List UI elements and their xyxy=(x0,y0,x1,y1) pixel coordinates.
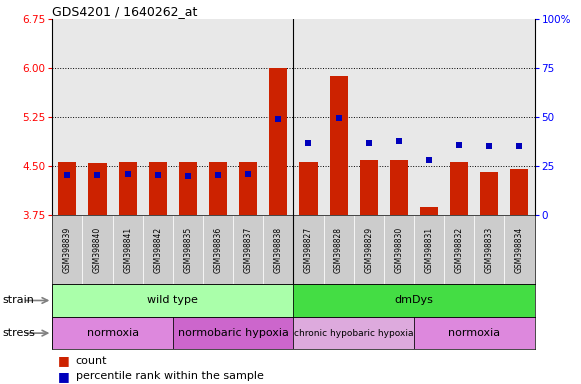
Text: GSM398832: GSM398832 xyxy=(455,227,464,273)
Bar xyxy=(239,162,257,215)
Text: GSM398840: GSM398840 xyxy=(93,227,102,273)
Bar xyxy=(354,215,384,284)
Text: chronic hypobaric hypoxia: chronic hypobaric hypoxia xyxy=(294,329,414,338)
Bar xyxy=(504,215,535,284)
Bar xyxy=(209,162,227,215)
Bar xyxy=(293,284,535,317)
Bar xyxy=(450,162,468,215)
Bar xyxy=(293,317,414,349)
Bar xyxy=(233,215,263,284)
Bar xyxy=(113,215,143,284)
Bar xyxy=(510,169,529,215)
Bar xyxy=(52,284,293,317)
Text: GSM398829: GSM398829 xyxy=(364,227,373,273)
Text: GSM398841: GSM398841 xyxy=(123,227,132,273)
Bar xyxy=(293,215,324,284)
Bar xyxy=(329,76,347,215)
Bar xyxy=(88,163,106,215)
Text: percentile rank within the sample: percentile rank within the sample xyxy=(76,371,263,381)
Bar xyxy=(360,160,378,215)
Text: GDS4201 / 1640262_at: GDS4201 / 1640262_at xyxy=(52,5,198,18)
Text: GSM398827: GSM398827 xyxy=(304,227,313,273)
Bar xyxy=(179,162,197,215)
Bar xyxy=(299,162,317,215)
Text: GSM398834: GSM398834 xyxy=(515,227,524,273)
Bar xyxy=(203,215,233,284)
Bar xyxy=(58,162,77,215)
Text: ■: ■ xyxy=(58,354,70,367)
Bar xyxy=(119,162,137,215)
Bar xyxy=(83,215,113,284)
Bar xyxy=(480,172,498,215)
Text: normoxia: normoxia xyxy=(448,328,500,338)
Text: GSM398842: GSM398842 xyxy=(153,227,162,273)
Bar xyxy=(474,215,504,284)
Bar xyxy=(270,68,288,215)
Text: strain: strain xyxy=(3,295,35,306)
Text: wild type: wild type xyxy=(148,295,198,306)
Bar xyxy=(384,215,414,284)
Bar xyxy=(173,215,203,284)
Text: GSM398836: GSM398836 xyxy=(214,227,223,273)
Bar xyxy=(173,317,293,349)
Bar xyxy=(324,215,354,284)
Text: GSM398833: GSM398833 xyxy=(485,227,494,273)
Text: GSM398828: GSM398828 xyxy=(334,227,343,273)
Bar xyxy=(143,215,173,284)
Text: normobaric hypoxia: normobaric hypoxia xyxy=(178,328,289,338)
Text: stress: stress xyxy=(3,328,36,338)
Text: GSM398835: GSM398835 xyxy=(184,227,192,273)
Text: GSM398837: GSM398837 xyxy=(243,227,253,273)
Text: GSM398831: GSM398831 xyxy=(425,227,433,273)
Bar xyxy=(444,215,474,284)
Text: GSM398839: GSM398839 xyxy=(63,227,72,273)
Bar xyxy=(263,215,293,284)
Bar xyxy=(149,162,167,215)
Bar xyxy=(52,317,173,349)
Bar xyxy=(414,317,535,349)
Bar xyxy=(52,215,83,284)
Text: ■: ■ xyxy=(58,370,70,383)
Text: dmDys: dmDys xyxy=(394,295,433,306)
Text: GSM398830: GSM398830 xyxy=(394,227,403,273)
Text: count: count xyxy=(76,356,107,366)
Bar xyxy=(414,215,444,284)
Bar xyxy=(390,160,408,215)
Text: GSM398838: GSM398838 xyxy=(274,227,283,273)
Text: normoxia: normoxia xyxy=(87,328,139,338)
Bar xyxy=(420,207,438,215)
